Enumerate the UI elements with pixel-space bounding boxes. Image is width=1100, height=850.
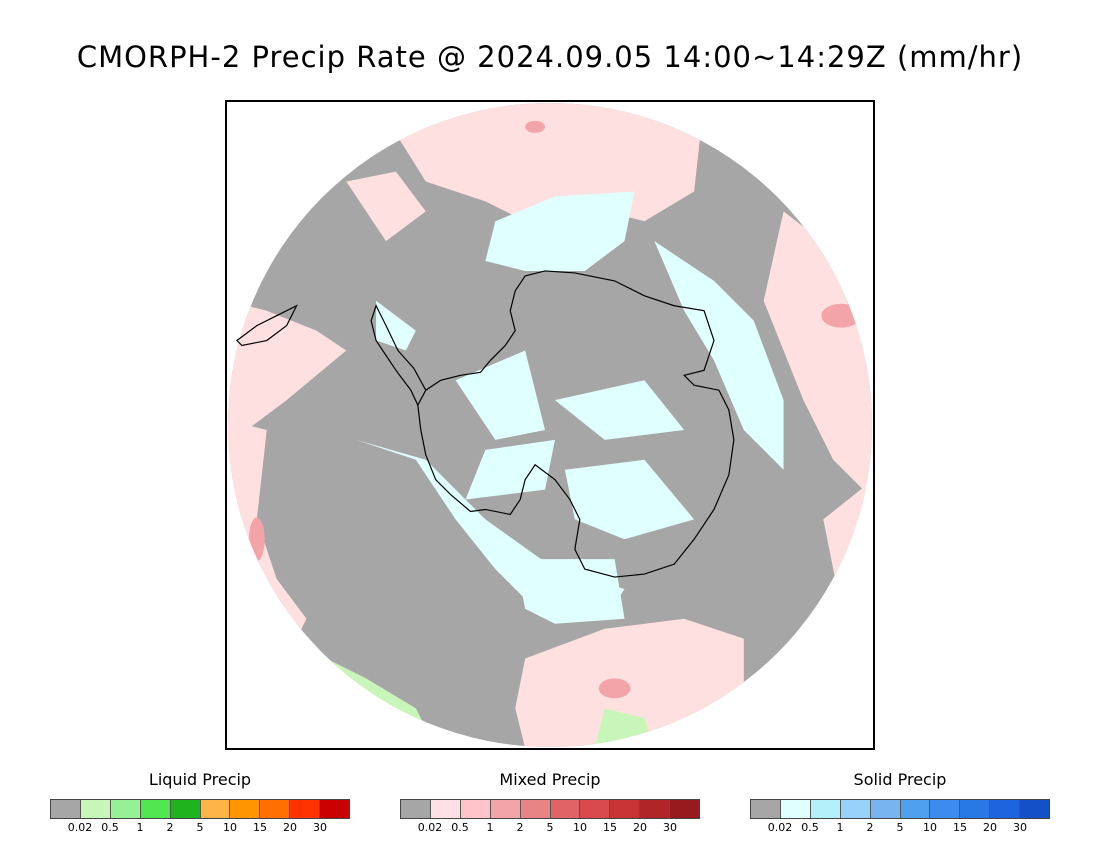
precip-field xyxy=(227,102,873,748)
map-title: CMORPH-2 Precip Rate @ 2024.09.05 14:00~… xyxy=(76,40,1024,74)
legend-colorbar-mixed xyxy=(400,799,700,819)
legend-tick-label: 5 xyxy=(546,821,554,834)
legend-swatch xyxy=(580,800,611,818)
legend-colorbar-solid xyxy=(750,799,1050,819)
legend-tick-label: 0.5 xyxy=(451,821,469,834)
solid-precip-region xyxy=(554,380,685,440)
legend-title-mixed: Mixed Precip xyxy=(499,770,601,789)
legend-solid: Solid Precip 0.02 0.5 1 2 5 10 15 20 30 xyxy=(750,770,1050,835)
legend-swatch xyxy=(990,800,1021,818)
legend-tick-label: 0.5 xyxy=(801,821,819,834)
legend-tick-label: 0.02 xyxy=(767,821,793,834)
legend-swatch xyxy=(200,800,231,818)
legend-swatch xyxy=(401,800,431,818)
mixed-precip-region xyxy=(346,171,426,242)
legend-swatch xyxy=(780,800,811,818)
solid-precip-region xyxy=(654,241,784,470)
legend-title-solid: Solid Precip xyxy=(853,770,947,789)
solid-precip-region xyxy=(465,439,555,500)
legend-swatch xyxy=(170,800,201,818)
legend-tick-label: 5 xyxy=(896,821,904,834)
legend-tick-label: 0.02 xyxy=(67,821,93,834)
legend-swatch xyxy=(840,800,871,818)
legend-swatch xyxy=(520,800,551,818)
legend-swatch xyxy=(110,800,141,818)
antarctica-coastline xyxy=(417,270,735,578)
legend-tick-label: 15 xyxy=(603,821,617,834)
legend-tick-label: 15 xyxy=(953,821,967,834)
legend-swatch xyxy=(670,800,700,818)
legend-swatch xyxy=(930,800,961,818)
legend-tick-label: 10 xyxy=(923,821,937,834)
legend-tick-label: 1 xyxy=(836,821,844,834)
legend-swatch xyxy=(870,800,901,818)
legend-tick-label: 0.5 xyxy=(101,821,119,834)
precip-map xyxy=(227,102,873,748)
legend-swatch xyxy=(751,800,781,818)
legend-tick-label: 10 xyxy=(223,821,237,834)
legend-swatch xyxy=(230,800,261,818)
legend-swatch xyxy=(80,800,111,818)
legend-swatch xyxy=(320,800,350,818)
legend-liquid: Liquid Precip 0.02 0.5 1 2 5 10 15 20 30 xyxy=(50,770,350,835)
legend-tick-label: 10 xyxy=(573,821,587,834)
legend-swatch xyxy=(430,800,461,818)
solid-precip-region xyxy=(515,559,625,624)
legend-tick-label: 1 xyxy=(136,821,144,834)
legend-ticks-mixed: 0.02 0.5 1 2 5 10 15 20 30 xyxy=(400,819,700,835)
legend-swatch xyxy=(900,800,931,818)
antarctic-peninsula-coastline xyxy=(370,304,427,406)
legend-swatch xyxy=(290,800,321,818)
polar-map-frame xyxy=(225,100,875,750)
legend-swatch xyxy=(490,800,521,818)
legend-swatch xyxy=(550,800,581,818)
legend-tick-label: 0.02 xyxy=(417,821,443,834)
mixed-precip-spot xyxy=(821,303,862,328)
legend-swatch xyxy=(51,800,81,818)
legend-swatch xyxy=(460,800,491,818)
legend-swatch xyxy=(260,800,291,818)
legend-tick-label: 30 xyxy=(663,821,677,834)
legend-swatch xyxy=(960,800,991,818)
legend-tick-label: 1 xyxy=(486,821,494,834)
legend-tick-label: 30 xyxy=(313,821,327,834)
legend-ticks-solid: 0.02 0.5 1 2 5 10 15 20 30 xyxy=(750,819,1050,835)
legend-swatch xyxy=(140,800,171,818)
legend-swatch xyxy=(1020,800,1050,818)
legend-tick-label: 2 xyxy=(516,821,524,834)
solid-precip-region xyxy=(376,300,416,351)
legend-swatch xyxy=(810,800,841,818)
legend-title-liquid: Liquid Precip xyxy=(148,770,252,789)
mixed-precip-region xyxy=(227,300,347,440)
mixed-precip-region xyxy=(515,618,744,748)
legend-tick-label: 2 xyxy=(166,821,174,834)
legend-tick-label: 20 xyxy=(283,821,297,834)
solid-precip-region xyxy=(564,459,695,540)
mixed-precip-spot xyxy=(248,517,265,562)
mixed-precip-spot xyxy=(525,120,546,133)
south-america-coastline xyxy=(236,304,298,347)
legend-tick-label: 2 xyxy=(866,821,874,834)
legend-tick-label: 15 xyxy=(253,821,267,834)
legend-ticks-liquid: 0.02 0.5 1 2 5 10 15 20 30 xyxy=(50,819,350,835)
legend-swatch xyxy=(610,800,641,818)
legend-tick-label: 20 xyxy=(633,821,647,834)
legend-tick-label: 20 xyxy=(983,821,997,834)
mixed-precip-spot xyxy=(598,678,631,699)
solid-precip-region xyxy=(485,191,635,271)
legend-tick-label: 5 xyxy=(196,821,204,834)
legend-colorbar-liquid xyxy=(50,799,350,819)
legend-tick-label: 30 xyxy=(1013,821,1027,834)
legend-swatch xyxy=(640,800,671,818)
legend-mixed: Mixed Precip 0.02 0.5 1 2 5 10 15 20 30 xyxy=(400,770,700,835)
